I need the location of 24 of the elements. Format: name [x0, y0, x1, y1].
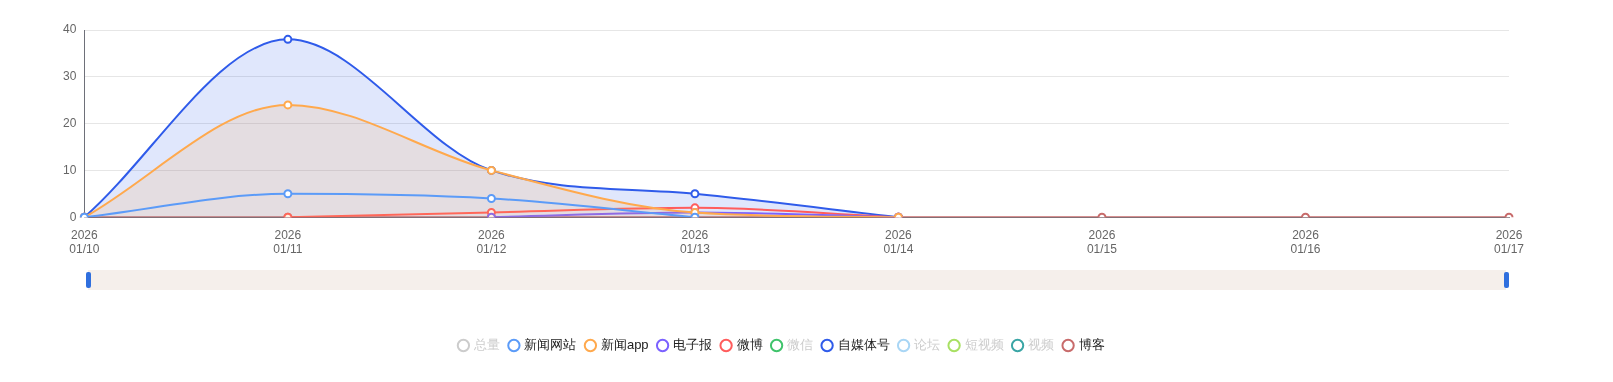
point: [283, 100, 293, 110]
point: [283, 189, 293, 199]
x-tick-label: 2026 01/10: [69, 227, 100, 257]
y-tick-label: 0: [69, 209, 77, 224]
point: [690, 189, 700, 199]
point: [486, 193, 496, 203]
x-tick-label: 2026 01/17: [1493, 227, 1525, 257]
y-tick-label: 40: [62, 22, 77, 37]
y-tick-label: 10: [62, 162, 77, 177]
y-tick-label: 20: [62, 115, 77, 130]
x-tick-label: 2026 01/12: [476, 227, 507, 257]
y-tick-label: 30: [62, 69, 77, 84]
x-tick-label: 2026 01/16: [1290, 227, 1321, 257]
x-tick-label: 2026 01/11: [273, 227, 303, 257]
legend-label: 新闻网站: [524, 337, 577, 353]
x-tick-label: 2026 01/15: [1086, 227, 1118, 257]
point: [283, 34, 293, 44]
x-tick-label: 2026 01/13: [679, 227, 711, 257]
legend-label: 自媒体号: [837, 337, 890, 353]
legend-label: 博客: [1078, 337, 1105, 353]
legend-label: 电子报: [673, 337, 713, 353]
legend-label: 微博: [736, 337, 763, 353]
legend-label: 新闻app: [600, 337, 649, 353]
x-tick-label: 2026 01/14: [883, 227, 914, 257]
